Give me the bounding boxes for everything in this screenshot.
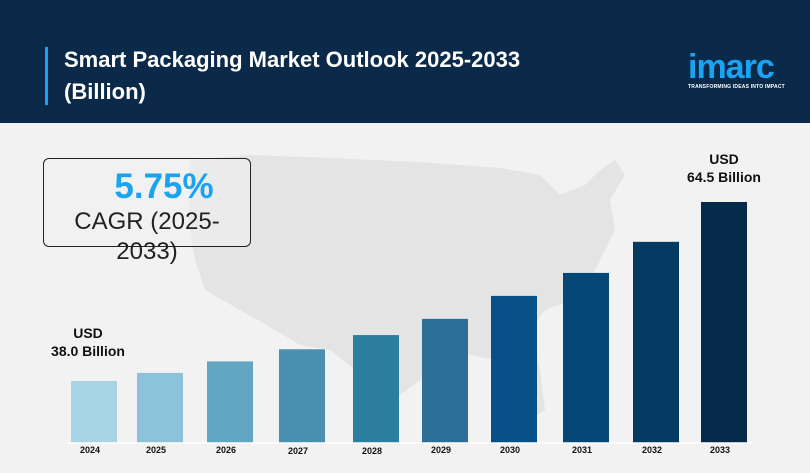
cagr-box: 5.75% CAGR (2025-2033)	[43, 158, 251, 265]
logo-wordmark: imarc	[688, 48, 775, 86]
x-tick-label-2030: 2030	[500, 445, 520, 455]
bar-2027	[279, 349, 325, 443]
page-title: Smart Packaging Market Outlook 2025-2033…	[64, 47, 521, 104]
annotation-2033: USD 64.5 Billion	[674, 150, 774, 186]
title-accent-bar	[45, 47, 48, 105]
bar-2026	[207, 361, 253, 443]
x-tick-label-2029: 2029	[431, 445, 451, 455]
bar-2031	[563, 272, 609, 443]
bar-2029	[422, 318, 468, 443]
x-tick-label-2027: 2027	[288, 446, 308, 456]
bar-2033	[701, 202, 747, 443]
annotation-2024-value: 38.0 Billion	[51, 343, 125, 359]
cagr-label: CAGR (2025-2033)	[74, 208, 220, 265]
imarc-logo: imarc TRANSFORMING IDEAS INTO IMPACT	[688, 50, 793, 90]
us-map-background	[188, 155, 625, 420]
header-banner: Smart Packaging Market Outlook 2025-2033…	[0, 0, 810, 123]
bar-2024	[71, 381, 117, 443]
x-tick-label-2025: 2025	[146, 445, 166, 455]
annotation-2024: USD 38.0 Billion	[38, 324, 138, 360]
bar-2028	[353, 335, 399, 443]
annotation-2024-currency: USD	[73, 325, 103, 341]
x-tick-label-2026: 2026	[216, 445, 236, 455]
bar-2025	[137, 372, 183, 443]
bar-2030	[491, 295, 537, 443]
annotation-2033-value: 64.5 Billion	[687, 169, 761, 185]
x-tick-label-2032: 2032	[642, 445, 662, 455]
logo-tagline: TRANSFORMING IDEAS INTO IMPACT	[688, 84, 785, 90]
x-tick-label-2028: 2028	[362, 446, 382, 456]
x-tick-label-2033: 2033	[710, 445, 730, 455]
x-tick-label-2024: 2024	[80, 445, 100, 455]
annotation-2033-currency: USD	[709, 151, 739, 167]
cagr-value: 5.75%	[114, 167, 214, 206]
bar-2032	[633, 241, 679, 443]
x-tick-label-2031: 2031	[572, 445, 592, 455]
